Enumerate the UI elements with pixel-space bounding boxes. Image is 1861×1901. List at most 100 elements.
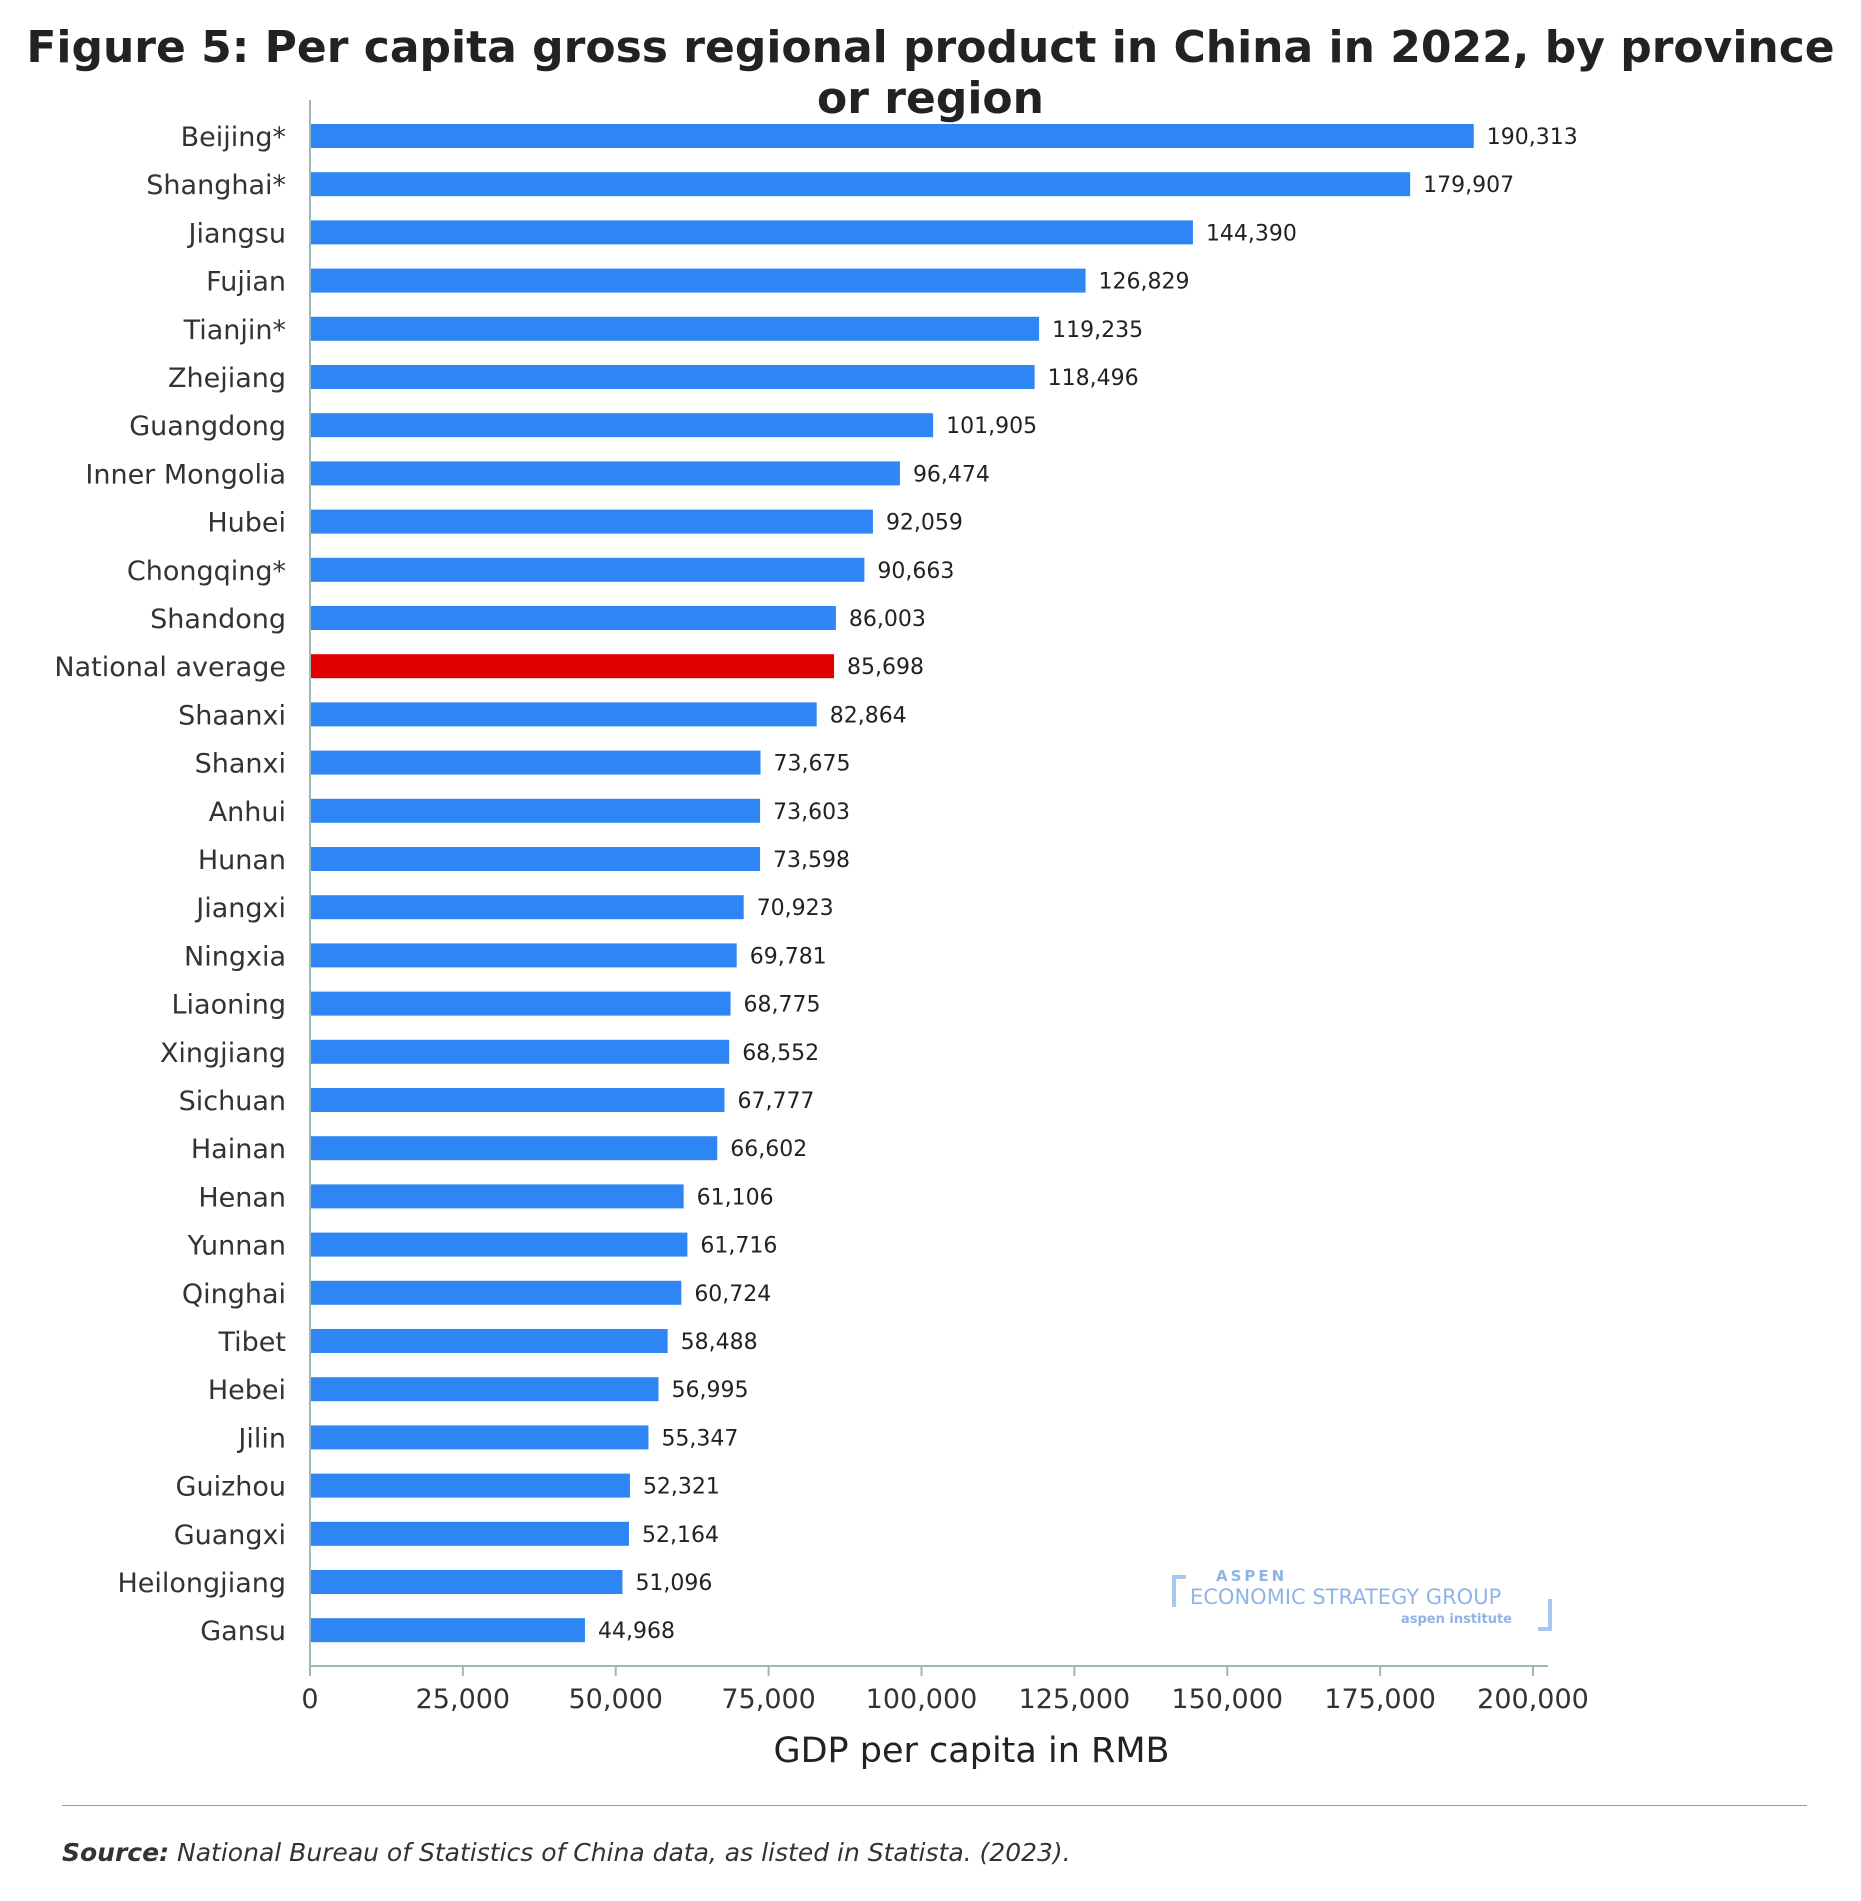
value-label: 61,106	[697, 1185, 774, 1210]
bar-anhui	[310, 798, 761, 823]
category-label: National average	[54, 652, 286, 683]
x-tick-label: 75,000	[721, 1684, 815, 1715]
logo-corner-left	[1172, 1575, 1186, 1607]
bar-ningxia	[310, 943, 737, 968]
value-label: 90,663	[877, 559, 954, 584]
category-label: Tibet	[218, 1327, 287, 1358]
bar-national-average	[310, 654, 835, 679]
category-label: Hubei	[207, 508, 286, 539]
category-label: Jilin	[236, 1423, 286, 1454]
value-label: 73,675	[774, 752, 851, 777]
category-label: Beijing*	[181, 122, 286, 153]
category-label: Shanxi	[195, 749, 286, 780]
bar-shanghai	[310, 172, 1411, 197]
aspen-logo: ASPEN ECONOMIC STRATEGY GROUP aspen inst…	[1172, 1567, 1552, 1631]
bar-shandong	[310, 606, 836, 630]
bar-zhejiang	[310, 365, 1035, 389]
bar-hebei	[310, 1377, 659, 1402]
category-label: Xingjiang	[160, 1038, 286, 1069]
x-tick-label: 50,000	[569, 1684, 663, 1715]
bar-henan	[310, 1184, 684, 1209]
value-label: 67,777	[737, 1089, 814, 1114]
x-tick-label: 200,000	[1477, 1684, 1589, 1715]
bar-guangxi	[310, 1521, 629, 1546]
category-label: Inner Mongolia	[85, 459, 286, 490]
footer-divider	[62, 1805, 1807, 1806]
value-label: 126,829	[1099, 270, 1190, 295]
x-axis: 0 25,000 50,000 75,000 100,000 125,000 150,000…	[301, 100, 1589, 1715]
bar-xingjiang	[310, 1039, 730, 1064]
value-label: 69,781	[750, 944, 827, 969]
category-label: Jiangsu	[187, 218, 286, 249]
bar-qinghai	[310, 1280, 682, 1305]
value-label: 51,096	[635, 1571, 712, 1596]
logo-group-text: ECONOMIC STRATEGY GROUP	[1190, 1585, 1502, 1609]
source-label: Source:	[62, 1838, 170, 1867]
value-label: 190,313	[1487, 125, 1578, 150]
bar-beijing	[310, 124, 1474, 148]
value-label: 52,164	[642, 1523, 719, 1548]
bar-heilongjiang	[310, 1570, 623, 1594]
bars-layer	[310, 124, 1474, 1643]
category-label: Hebei	[208, 1375, 286, 1406]
value-label: 66,602	[730, 1137, 807, 1162]
value-label: 73,603	[773, 800, 850, 825]
category-label: Chongqing*	[127, 556, 286, 587]
x-tick-label: 25,000	[416, 1684, 510, 1715]
category-label: Jiangxi	[194, 893, 286, 924]
logo-institute-text: aspen institute	[1400, 1612, 1512, 1627]
category-label: Zhejiang	[168, 363, 286, 394]
category-label: Hunan	[198, 845, 286, 876]
bar-inner-mongolia	[310, 461, 900, 486]
category-label: Yunnan	[187, 1231, 286, 1262]
value-label: 118,496	[1048, 366, 1139, 391]
bar-sichuan	[310, 1088, 725, 1112]
value-label: 179,907	[1423, 173, 1514, 198]
value-label: 73,598	[773, 848, 850, 873]
bar-guangdong	[310, 413, 934, 438]
bar-jiangsu	[310, 220, 1193, 245]
value-label: 86,003	[849, 607, 926, 632]
category-label: Tianjin*	[183, 315, 286, 346]
category-label: Heilongjiang	[118, 1568, 287, 1599]
value-label: 61,716	[700, 1234, 777, 1259]
category-label: Guizhou	[176, 1472, 286, 1503]
bar-tibet	[310, 1329, 668, 1353]
bar-hubei	[310, 509, 873, 534]
logo-aspen-text: ASPEN	[1216, 1567, 1288, 1585]
category-label: Shanghai*	[146, 170, 286, 201]
value-label: 119,235	[1052, 318, 1143, 343]
value-label: 85,698	[847, 655, 924, 680]
bar-chart: Beijing* Shanghai* Jiangsu Fujian Tianjin* Zh…	[54, 100, 1589, 1771]
value-label: 55,347	[661, 1426, 738, 1451]
source-note: Source: National Bureau of Statistics of…	[62, 1838, 1071, 1867]
category-label: Liaoning	[172, 990, 286, 1021]
logo-corner-right	[1538, 1599, 1552, 1631]
value-labels: 190,313 179,907 144,390 126,829 119,235 118,4…	[598, 125, 1578, 1644]
bar-yunnan	[310, 1232, 688, 1257]
x-tick-label: 150,000	[1171, 1684, 1283, 1715]
bar-gansu	[310, 1618, 585, 1643]
value-label: 68,775	[744, 993, 821, 1018]
bar-shaanxi	[310, 702, 817, 727]
value-label: 101,905	[946, 414, 1037, 439]
bar-fujian	[310, 268, 1086, 293]
category-label: Fujian	[206, 267, 286, 298]
value-label: 70,923	[757, 896, 834, 921]
x-tick-label: 125,000	[1019, 1684, 1131, 1715]
bar-guizhou	[310, 1473, 630, 1498]
value-label: 56,995	[672, 1378, 749, 1403]
value-label: 58,488	[681, 1330, 758, 1355]
x-axis-title: GDP per capita in RMB	[773, 1731, 1169, 1771]
bar-tianjin	[310, 316, 1040, 341]
value-label: 68,552	[742, 1041, 819, 1066]
x-tick-label: 100,000	[866, 1684, 978, 1715]
bar-shanxi	[310, 750, 761, 775]
category-label: Sichuan	[179, 1086, 286, 1117]
category-label: Guangdong	[129, 411, 286, 442]
value-label: 82,864	[830, 703, 907, 728]
bar-hainan	[310, 1136, 718, 1161]
x-tick-label: 175,000	[1324, 1684, 1436, 1715]
category-label: Guangxi	[174, 1520, 286, 1551]
value-label: 52,321	[643, 1475, 720, 1500]
